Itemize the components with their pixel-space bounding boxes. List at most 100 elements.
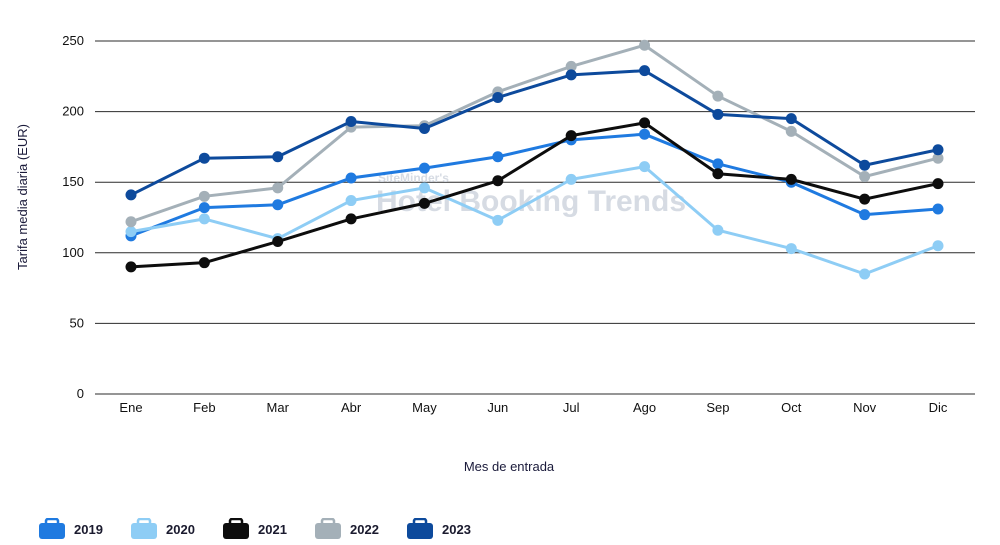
- data-point: [859, 193, 871, 205]
- data-point: [565, 60, 577, 72]
- data-point: [712, 158, 724, 170]
- legend-label: 2019: [74, 521, 103, 537]
- data-point: [198, 152, 210, 164]
- legend-label: 2022: [350, 521, 379, 537]
- data-point: [418, 162, 430, 174]
- data-point: [639, 117, 651, 129]
- x-axis-title: Mes de entrada: [464, 459, 555, 474]
- x-tick-label: Feb: [193, 400, 215, 415]
- data-point: [418, 123, 430, 135]
- data-point: [932, 240, 944, 252]
- watermark-line-1: SiteMinder's: [378, 171, 449, 185]
- x-tick-label: Nov: [853, 400, 877, 415]
- data-point: [639, 39, 651, 51]
- series-2020: [125, 161, 944, 280]
- y-tick-labels: 0 50 100 150 200 250: [62, 33, 84, 401]
- series-line: [130, 132, 939, 238]
- data-point: [272, 182, 284, 194]
- data-point: [565, 173, 577, 185]
- legend-label: 2020: [166, 521, 195, 537]
- data-point: [932, 178, 944, 190]
- data-point: [492, 214, 504, 226]
- series-line: [130, 165, 939, 276]
- y-tick-label: 150: [62, 174, 84, 189]
- legend-item-2019: 2019: [38, 518, 130, 540]
- y-tick-label: 200: [62, 104, 84, 119]
- y-axis-title: Tarifa media diaria (EUR): [15, 124, 30, 270]
- data-point: [198, 213, 210, 225]
- x-tick-labels: Ene Feb Mar Abr May Jun Jul Ago Sep Oct Nov Dic: [119, 400, 947, 415]
- data-point: [565, 69, 577, 81]
- data-point: [859, 171, 871, 183]
- legend-swatch-icon: [315, 518, 341, 539]
- data-point: [492, 91, 504, 103]
- y-tick-label: 50: [70, 315, 84, 330]
- x-tick-label: Dic: [929, 400, 948, 415]
- data-point: [859, 268, 871, 280]
- data-point: [932, 152, 944, 164]
- data-point: [492, 175, 504, 187]
- data-point: [712, 168, 724, 180]
- legend-label: 2023: [442, 521, 471, 537]
- legend-swatch-icon: [407, 518, 433, 539]
- y-tick-label: 250: [62, 33, 84, 48]
- x-tick-label: Ago: [633, 400, 656, 415]
- legend: 2019 2020 2021 2022 2023: [38, 518, 498, 540]
- legend-label: 2021: [258, 521, 287, 537]
- data-point: [272, 151, 284, 163]
- data-point: [859, 209, 871, 221]
- series-2022: [125, 39, 944, 228]
- data-point: [712, 108, 724, 120]
- y-tick-label: 0: [77, 386, 84, 401]
- legend-swatch-icon: [223, 518, 249, 539]
- y-tick-label: 100: [62, 245, 84, 260]
- data-point: [345, 213, 357, 225]
- watermark: SiteMinder's Hotel Booking Trends: [376, 171, 686, 218]
- series-line: [130, 121, 939, 269]
- legend-item-2023: 2023: [406, 518, 498, 540]
- x-tick-label: Abr: [341, 400, 362, 415]
- legend-item-2022: 2022: [314, 518, 406, 540]
- data-point: [125, 261, 137, 273]
- legend-item-2020: 2020: [130, 518, 222, 540]
- data-point: [785, 125, 797, 137]
- legend-swatch-icon: [131, 518, 157, 539]
- series-line: [130, 43, 939, 224]
- series-line: [130, 69, 939, 197]
- data-point: [785, 173, 797, 185]
- data-point: [345, 115, 357, 127]
- data-point: [639, 65, 651, 77]
- x-tick-label: Sep: [706, 400, 729, 415]
- x-tick-label: Jul: [563, 400, 580, 415]
- x-tick-label: Oct: [781, 400, 802, 415]
- data-point: [198, 190, 210, 202]
- data-point: [125, 226, 137, 238]
- data-point: [272, 199, 284, 211]
- data-point: [785, 113, 797, 125]
- data-point: [785, 243, 797, 255]
- data-point: [712, 224, 724, 236]
- x-tick-label: May: [412, 400, 437, 415]
- x-tick-label: Ene: [119, 400, 142, 415]
- data-point: [859, 159, 871, 171]
- series-lines: [125, 39, 944, 280]
- data-point: [492, 151, 504, 163]
- series-2021: [125, 117, 944, 273]
- data-point: [418, 182, 430, 194]
- data-point: [125, 216, 137, 228]
- data-point: [198, 202, 210, 214]
- data-point: [272, 236, 284, 248]
- data-point: [932, 144, 944, 156]
- data-point: [712, 90, 724, 102]
- legend-swatch-icon: [39, 518, 65, 539]
- data-point: [345, 195, 357, 207]
- series-2023: [125, 65, 944, 201]
- x-tick-label: Mar: [267, 400, 290, 415]
- data-point: [639, 128, 651, 140]
- data-point: [125, 189, 137, 201]
- legend-item-2021: 2021: [222, 518, 314, 540]
- data-point: [345, 172, 357, 184]
- x-tick-label: Jun: [487, 400, 508, 415]
- data-point: [418, 197, 430, 209]
